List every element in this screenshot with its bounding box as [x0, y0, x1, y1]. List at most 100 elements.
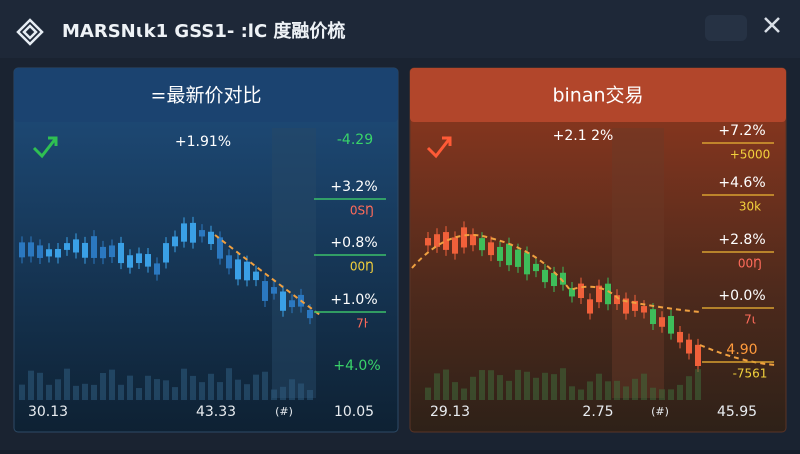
- panel-title: binan交易: [552, 85, 643, 107]
- trend-line: [214, 234, 321, 316]
- volume-bar: [641, 373, 647, 400]
- candle-body: [443, 232, 449, 250]
- footer-value: 2.75: [582, 404, 613, 420]
- volume-bar: [37, 372, 43, 400]
- volume-bar: [55, 379, 61, 400]
- volume-bar: [578, 389, 584, 400]
- candle-body: [91, 236, 97, 258]
- change-label: +7.2%: [718, 123, 765, 139]
- volume-bar: [127, 375, 133, 400]
- value-label: 0SŊ: [350, 204, 374, 218]
- price-label: -4.29: [337, 132, 373, 148]
- minimize-button[interactable]: [705, 15, 747, 41]
- candle-body: [677, 331, 683, 343]
- volume-bar: [280, 386, 286, 400]
- candle-body: [632, 300, 638, 311]
- volume-bar: [605, 381, 611, 400]
- candle-body: [208, 231, 214, 245]
- candle-body: [253, 271, 259, 281]
- candle-body: [497, 246, 503, 261]
- volume-bar: [434, 373, 440, 400]
- candle-body: [533, 263, 539, 272]
- candle-body: [235, 259, 241, 280]
- panel-title: =最新价对比: [151, 85, 262, 107]
- volume-bar: [623, 386, 629, 400]
- candle-body: [244, 261, 250, 281]
- candle-body: [425, 238, 431, 246]
- highlight-column: [272, 128, 316, 398]
- volume-bar: [677, 384, 683, 400]
- value-label: 30k: [739, 200, 761, 214]
- volume-bar: [488, 370, 494, 400]
- value-label: -7561: [733, 367, 768, 381]
- volume-bar: [253, 374, 259, 400]
- volume-bar: [100, 372, 106, 400]
- candle-body: [37, 245, 43, 258]
- candle-body: [569, 287, 575, 297]
- volume-bar: [470, 376, 476, 400]
- volume-bar: [443, 369, 449, 400]
- candle-body: [695, 344, 701, 366]
- candle-body: [136, 253, 142, 264]
- candle-body: [19, 242, 25, 258]
- candle-body: [542, 269, 548, 283]
- candle-body: [596, 285, 602, 303]
- volume-bar: [533, 377, 539, 400]
- volume-bar: [28, 370, 34, 400]
- candle-body: [163, 243, 169, 263]
- highlight-column: [612, 128, 664, 398]
- candle-body: [605, 283, 611, 305]
- candle-body: [118, 242, 124, 264]
- candle-body: [452, 237, 458, 254]
- candle-body: [100, 246, 106, 259]
- candle-body: [470, 234, 476, 246]
- volume-bar: [497, 375, 503, 400]
- volume-bar: [271, 389, 277, 400]
- volume-bar: [136, 388, 142, 400]
- volume-bar: [163, 380, 169, 400]
- volume-bar: [425, 387, 431, 400]
- volume-bar: [307, 389, 313, 400]
- volume-bar: [235, 379, 241, 400]
- candle-body: [262, 281, 268, 301]
- change-label: +2.8%: [718, 232, 765, 248]
- candle-body: [199, 230, 205, 237]
- footer-value: 45.95: [717, 404, 757, 420]
- candle-body: [578, 283, 584, 299]
- volume-bar: [461, 388, 467, 400]
- volume-bar: [632, 378, 638, 400]
- volume-bar: [479, 370, 485, 400]
- volume-bar: [650, 387, 656, 400]
- volume-bar: [226, 368, 232, 400]
- candle-body: [154, 263, 160, 275]
- volume-bar: [695, 369, 701, 400]
- footer-value: (#): [275, 405, 293, 418]
- trend-icon: [426, 136, 452, 159]
- candle-body: [64, 243, 70, 250]
- value-label: +5000: [730, 148, 771, 162]
- close-button[interactable]: [764, 17, 780, 33]
- volume-bar: [118, 384, 124, 400]
- candle-body: [181, 223, 187, 242]
- trend-line: [411, 234, 776, 366]
- volume-bar: [551, 374, 557, 400]
- volume-bar: [515, 369, 521, 400]
- candle-body: [551, 272, 557, 287]
- candle-body: [172, 236, 178, 247]
- change-label: +2.1 2%: [553, 128, 614, 144]
- candle-body: [55, 248, 61, 258]
- candle-body: [46, 249, 52, 257]
- candle-body: [650, 309, 656, 325]
- candle-body: [623, 298, 629, 314]
- volume-bar: [109, 369, 115, 400]
- candle-body: [289, 300, 295, 308]
- value-label: 7ŀ: [356, 317, 368, 331]
- candle-body: [506, 243, 512, 266]
- value-label: 00Ŋ: [738, 257, 762, 271]
- change-label: +1.0%: [330, 292, 377, 308]
- footer-value: 29.13: [430, 404, 470, 420]
- change-label: +0.8%: [330, 235, 377, 251]
- candle-body: [127, 255, 133, 268]
- candle-body: [434, 234, 440, 247]
- volume-bar: [217, 382, 223, 400]
